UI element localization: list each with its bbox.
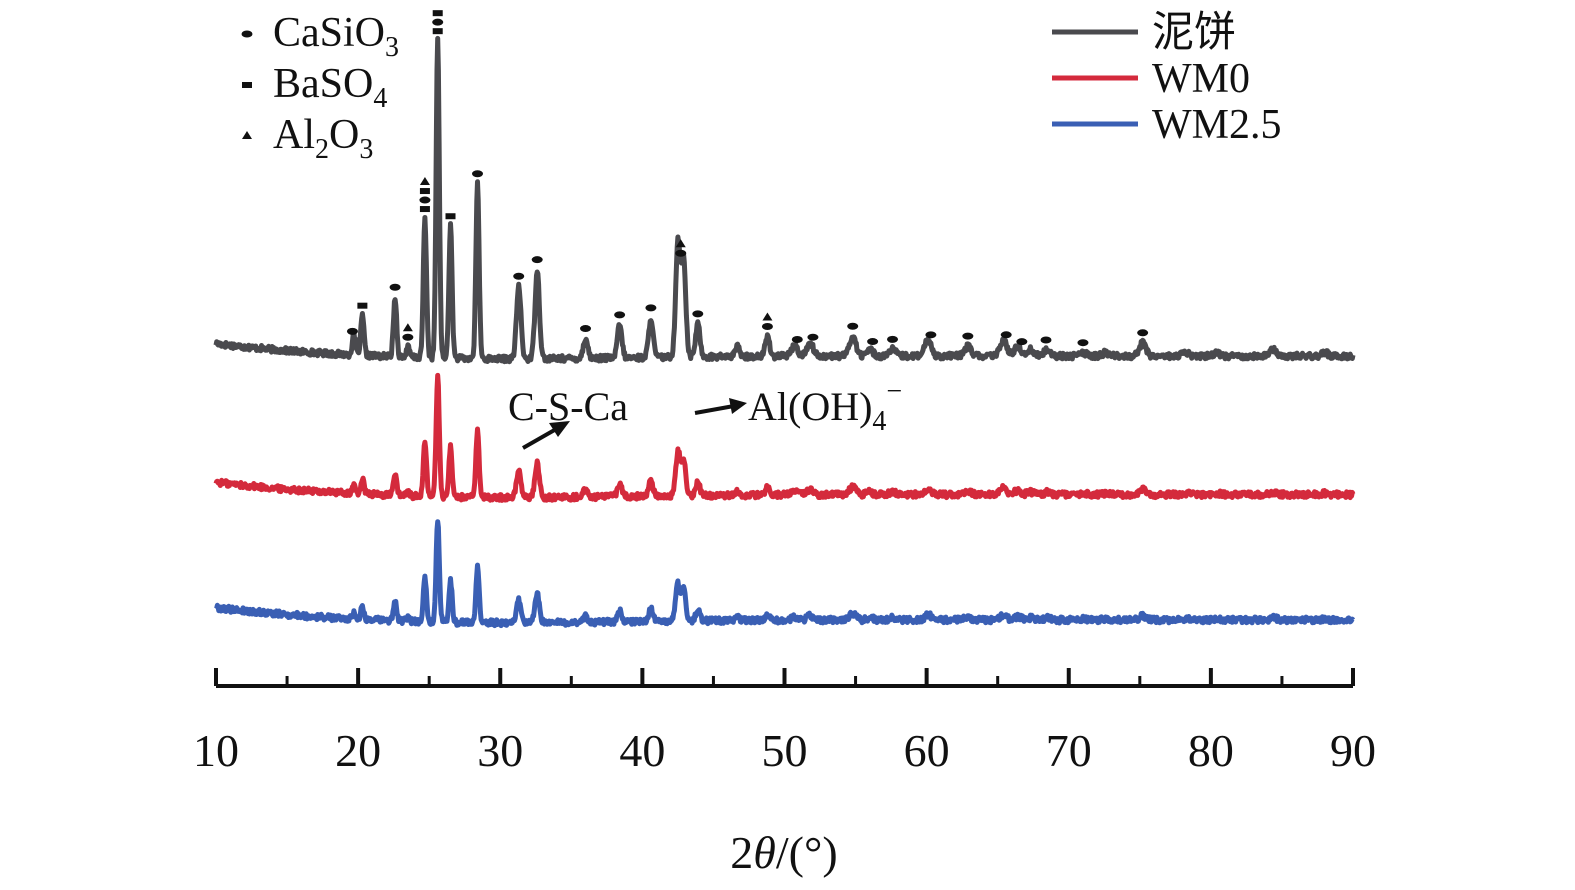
series-line-0 (213, 35, 1356, 365)
phase-marker-circle (925, 331, 937, 339)
series-layer (213, 35, 1356, 629)
phase-marker-circle (531, 256, 543, 264)
phase-marker-triangle (402, 323, 413, 332)
legend-label-1: WM0 (1152, 56, 1250, 102)
x-tick-label: 80 (1188, 725, 1234, 776)
phase-marker-circle (867, 338, 879, 346)
phase-marker-circle (580, 325, 592, 333)
x-axis-title-theta: θ (753, 827, 776, 878)
legend-label-0: 泥饼 (1152, 10, 1236, 56)
phase-marker-triangle (675, 239, 686, 248)
legend-label-2: WM2.5 (1152, 102, 1282, 148)
x-axis-title-suffix: /(°) (776, 827, 838, 878)
al-oh4-sup: − (886, 376, 902, 407)
al-oh4-label: Al(OH)4− (748, 376, 902, 437)
series-line-2 (214, 519, 1356, 629)
al-oh4-base: Al(OH) (748, 384, 872, 429)
phase-marker-circle (692, 310, 704, 318)
c-s-ca-arrow (522, 426, 559, 450)
x-axis-title: 2θ/(°) (730, 827, 837, 878)
al-oh4-sub: 4 (872, 406, 886, 437)
x-tick-label: 50 (762, 725, 808, 776)
phase-marker-circle (614, 311, 626, 319)
x-axis-ticks: 10 20 30 40 50 60 70 80 90 (193, 668, 1376, 776)
x-axis-title-prefix: 2 (730, 827, 753, 878)
phase-marker-circle (389, 283, 401, 291)
phase-marker-triangle (419, 177, 430, 186)
phase-key-base2: O (329, 112, 359, 158)
c-s-ca-arrowhead (549, 421, 570, 437)
phase-marker-circle (807, 333, 819, 341)
x-tick-label: 30 (477, 725, 523, 776)
phase-key-label: CaSiO3 (273, 10, 399, 63)
phase-marker-circle (432, 18, 444, 26)
series-line-1 (213, 372, 1356, 503)
phase-key-marker-triangle (242, 131, 252, 139)
phase-key-marker-circle (241, 30, 253, 38)
phase-marker-circle (1000, 331, 1012, 339)
al-oh4-arrow (694, 404, 735, 415)
phase-key-base: CaSiO (273, 10, 385, 56)
phase-marker-circle (346, 327, 358, 335)
phase-marker-circle (887, 335, 899, 343)
phase-marker-circle (761, 323, 773, 331)
phase-key-base: BaSO (273, 61, 373, 107)
x-tick-label: 40 (619, 725, 665, 776)
annotations: C-S-Ca Al(OH)4− (508, 376, 902, 450)
phase-marker-layer (346, 10, 1149, 347)
c-s-ca-label: C-S-Ca (508, 384, 628, 429)
x-tick-label: 60 (904, 725, 950, 776)
phase-marker-circle (962, 332, 974, 340)
al-oh4-arrowhead (729, 398, 747, 414)
phase-marker-circle (645, 304, 657, 312)
phase-marker-circle (419, 196, 431, 204)
phase-marker-circle (402, 333, 414, 341)
phase-key-marker-square (242, 82, 252, 88)
phase-marker-square (357, 302, 368, 309)
phase-marker-circle (791, 335, 803, 343)
phase-marker-square (432, 10, 443, 17)
phase-marker-square (445, 213, 456, 220)
phase-key-sub2: 3 (359, 134, 373, 165)
phase-marker-square (419, 206, 430, 213)
x-tick-label: 90 (1330, 725, 1376, 776)
x-tick-label: 70 (1046, 725, 1092, 776)
x-tick-label: 10 (193, 725, 239, 776)
phase-marker-circle (675, 249, 687, 257)
phase-key-label: Al2O3 (273, 112, 373, 165)
phase-marker-square (419, 188, 430, 195)
phase-key-label: BaSO4 (273, 61, 387, 114)
phase-marker-square (432, 28, 443, 35)
phase-marker-circle (513, 272, 525, 280)
x-tick-label: 20 (335, 725, 381, 776)
phase-key-sub: 3 (385, 32, 399, 63)
phase-marker-triangle (762, 312, 773, 321)
phase-marker-circle (472, 170, 484, 178)
phase-marker-circle (1077, 339, 1089, 347)
phase-marker-circle (1040, 336, 1052, 344)
phase-marker-circle (1137, 329, 1149, 337)
phase-marker-circle (847, 322, 859, 330)
phase-marker-circle (1016, 338, 1028, 346)
phase-key-base: Al (273, 112, 315, 158)
phase-key-sub: 4 (373, 83, 387, 114)
phase-key-sub: 2 (315, 134, 329, 165)
